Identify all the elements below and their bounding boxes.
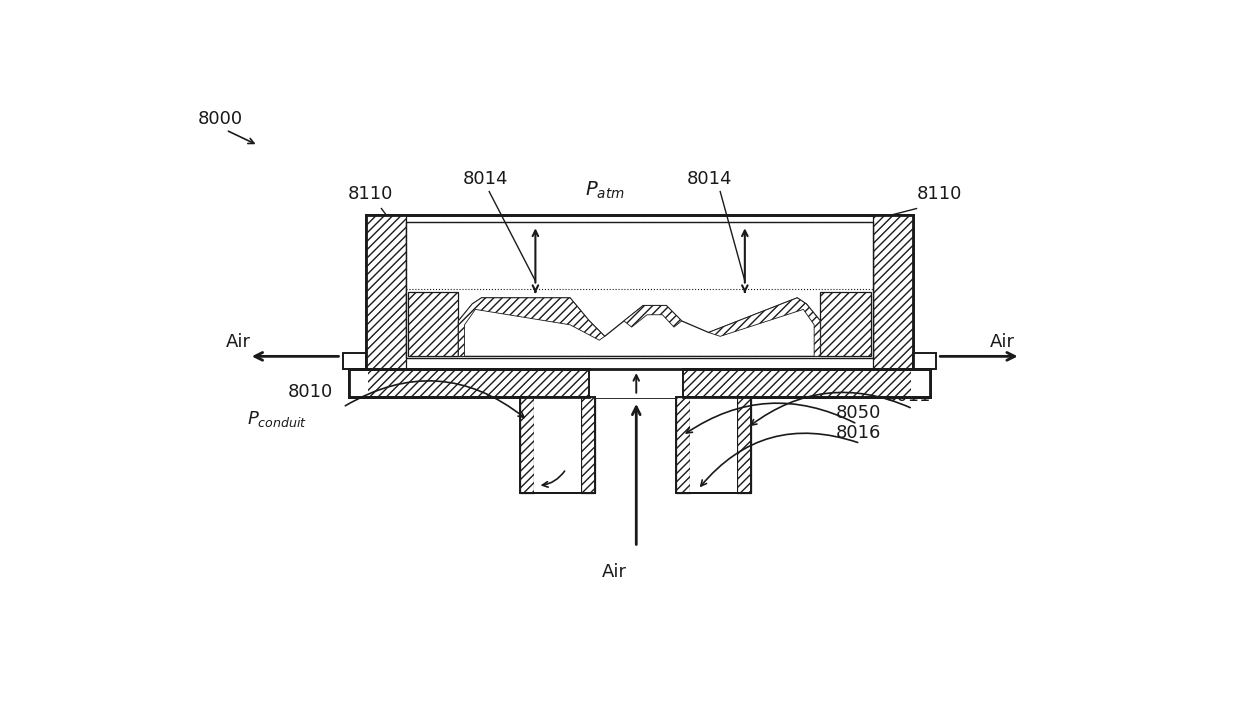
Bar (580, 397, 595, 493)
Text: Air: Air (601, 562, 626, 581)
Text: $P_{conduit}$: $P_{conduit}$ (247, 409, 308, 429)
Text: Air: Air (990, 333, 1014, 351)
Bar (821, 292, 872, 356)
Bar (405, 223, 873, 358)
Text: 8010: 8010 (288, 383, 332, 401)
Polygon shape (708, 298, 821, 356)
Bar (676, 397, 751, 493)
Bar (911, 369, 931, 398)
Text: 8110: 8110 (916, 186, 962, 203)
Bar (408, 292, 459, 356)
Bar (691, 397, 737, 493)
Text: 8014: 8014 (686, 170, 732, 188)
Bar (366, 215, 913, 369)
Bar (343, 353, 366, 369)
Bar (520, 397, 534, 493)
Bar (520, 397, 595, 493)
Bar (873, 215, 913, 369)
Text: 8000: 8000 (198, 109, 243, 128)
Text: $P_{atm}$: $P_{atm}$ (585, 179, 625, 201)
Text: 8011: 8011 (885, 387, 931, 405)
Polygon shape (459, 298, 821, 356)
Bar (366, 215, 913, 369)
Bar (350, 369, 930, 397)
Bar (589, 368, 683, 398)
Bar (350, 369, 367, 398)
Bar (676, 397, 691, 493)
Bar (913, 353, 936, 369)
Polygon shape (459, 298, 605, 356)
Text: Air: Air (226, 333, 250, 351)
Bar (534, 397, 580, 493)
Polygon shape (624, 306, 682, 327)
Text: 8110: 8110 (347, 186, 393, 203)
Text: 8050: 8050 (836, 404, 882, 422)
Text: 8014: 8014 (463, 170, 508, 188)
Bar (366, 215, 405, 369)
Bar (737, 397, 751, 493)
Text: 8012: 8012 (534, 449, 579, 466)
Text: 8016: 8016 (836, 424, 882, 442)
